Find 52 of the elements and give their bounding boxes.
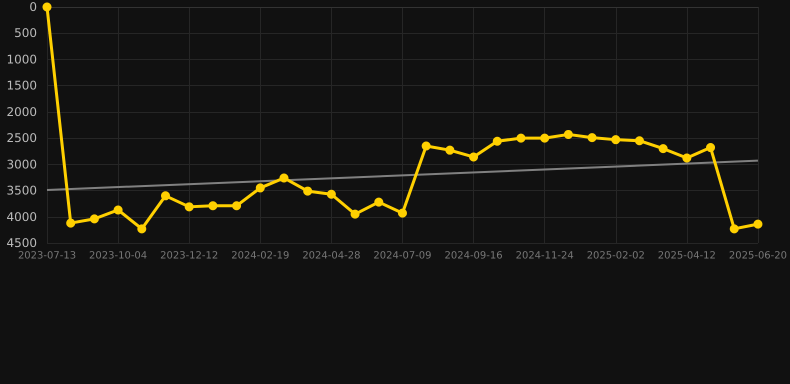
x-tick-label: 2024-11-24 xyxy=(516,250,574,262)
point xyxy=(611,135,620,144)
point xyxy=(730,224,739,234)
y-tick-label: 1500 xyxy=(6,78,37,93)
point xyxy=(516,134,526,143)
point xyxy=(445,146,454,155)
x-tick-label: 2025-02-02 xyxy=(586,250,645,262)
x-tick-label: 2023-07-13 xyxy=(18,250,76,262)
point xyxy=(42,2,52,12)
y-tick-label: 2000 xyxy=(6,104,37,119)
point xyxy=(256,183,265,192)
y-tick-label: 4000 xyxy=(6,210,37,224)
point xyxy=(232,201,242,210)
y-tick-label: 500 xyxy=(14,26,37,40)
x-tick-label: 2024-04-28 xyxy=(302,250,360,262)
x-tick-label: 2024-09-16 xyxy=(444,250,503,262)
y-tick-label: 2500 xyxy=(6,131,37,146)
point xyxy=(658,144,668,154)
y-tick-label: 3500 xyxy=(6,184,37,198)
point xyxy=(374,198,384,207)
point xyxy=(753,220,762,229)
point xyxy=(422,141,431,150)
point xyxy=(350,210,360,219)
point xyxy=(66,218,76,228)
point xyxy=(90,214,99,224)
point xyxy=(137,224,146,234)
x-tick-label: 2025-06-20 xyxy=(728,250,788,262)
x-tick-label: 2023-10-04 xyxy=(89,250,148,262)
point xyxy=(682,154,692,163)
y-tick-label: 0 xyxy=(29,0,37,14)
x-tick-label: 2023-12-12 xyxy=(160,250,218,262)
x-tick-label: 2024-07-09 xyxy=(373,250,432,262)
y-tick-label: 4500 xyxy=(6,236,37,250)
point xyxy=(469,152,478,162)
point xyxy=(326,190,336,199)
point xyxy=(114,205,123,214)
point xyxy=(184,202,194,212)
point xyxy=(398,208,407,218)
y-tick-label: 3000 xyxy=(6,157,37,172)
point xyxy=(492,136,502,146)
point xyxy=(161,191,170,200)
point xyxy=(706,143,716,152)
point xyxy=(564,130,573,139)
x-tick-label: 2024-02-19 xyxy=(231,250,290,262)
point xyxy=(634,136,644,146)
point xyxy=(588,133,597,142)
x-tick-label: 2025-04-12 xyxy=(658,250,716,262)
point xyxy=(208,201,218,210)
y-tick-label: 1000 xyxy=(6,52,37,66)
point xyxy=(279,173,288,182)
point xyxy=(303,186,312,196)
point xyxy=(540,134,550,143)
